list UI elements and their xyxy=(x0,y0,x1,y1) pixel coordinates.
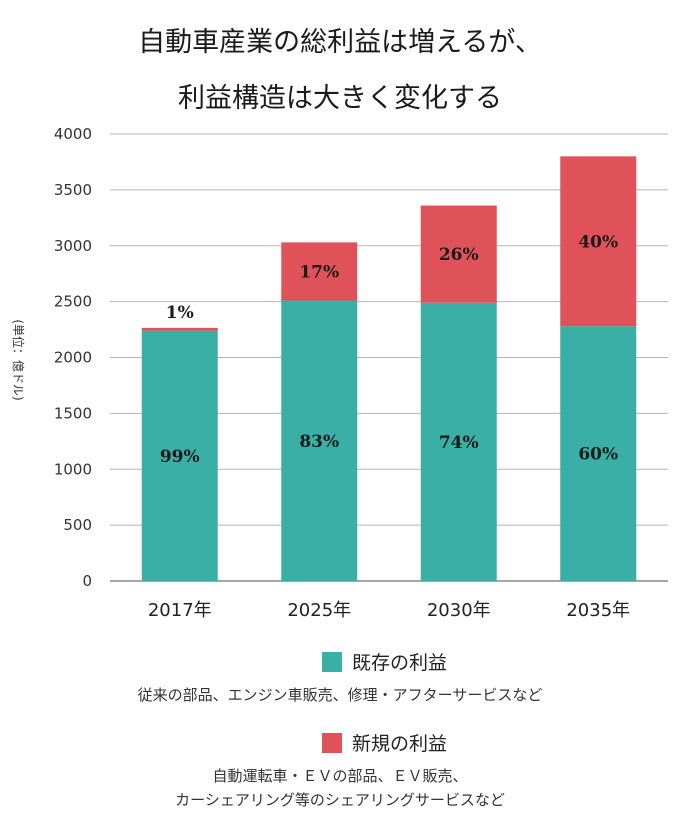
y-tick-label: 3500 xyxy=(54,181,92,199)
legend-desc-new-1: 自動運転車・ＥＶの部品、ＥＶ販売、 xyxy=(212,767,468,785)
y-axis-label: (単位：億ドル) xyxy=(11,319,26,400)
y-tick-label: 500 xyxy=(63,516,92,534)
y-tick-label: 4000 xyxy=(54,125,92,143)
data-label: 40% xyxy=(578,232,618,252)
y-tick-label: 1500 xyxy=(54,404,92,422)
bar-new xyxy=(141,327,218,331)
bars xyxy=(141,156,637,581)
bar-new xyxy=(420,205,497,303)
data-label: 74% xyxy=(439,433,479,453)
y-tick-labels: 0 500 1000 1500 2000 2500 3000 3500 4000 xyxy=(54,125,92,590)
y-tick-label: 2000 xyxy=(54,349,92,367)
y-tick-label: 3000 xyxy=(54,237,92,255)
x-tick-label: 2035年 xyxy=(566,600,630,621)
y-tick-label: 0 xyxy=(82,572,92,590)
bar-existing xyxy=(420,302,497,581)
legend-desc-new-2: カーシェアリング等のシェアリングサービスなど xyxy=(175,791,505,809)
chart-title-line-1: 自動車産業の総利益は増えるが、 xyxy=(138,27,542,58)
x-tick-label: 2017年 xyxy=(148,600,212,621)
bar-new xyxy=(281,242,358,301)
data-label: 60% xyxy=(578,445,618,465)
bar-new xyxy=(560,156,637,327)
x-tick-label: 2030年 xyxy=(427,600,491,621)
legend-swatch-new xyxy=(322,732,342,753)
data-label: 83% xyxy=(299,432,339,452)
bar-existing xyxy=(141,330,218,581)
data-label: 99% xyxy=(160,447,200,467)
stacked-bar-chart: 0 500 1000 1500 2000 2500 3000 3500 4000 99% 1% 83… xyxy=(11,125,668,621)
y-tick-label: 2500 xyxy=(54,293,92,311)
legend-item-new: 新規の利益 xyxy=(322,729,447,756)
data-label: 26% xyxy=(439,245,479,265)
legend-desc-existing: 従来の部品、エンジン車販売、修理・アフターサービスなど xyxy=(137,686,543,704)
data-label: 1% xyxy=(166,303,194,323)
legend-item-existing: 既存の利益 xyxy=(322,648,447,675)
chart-title-line-2: 利益構造は大きく変化する xyxy=(178,83,502,114)
legend-label-existing: 既存の利益 xyxy=(352,652,448,674)
data-labels: 99% 1% 83% 17% 74% 26% 60% 40% xyxy=(160,232,618,467)
bar-existing xyxy=(281,300,358,581)
x-tick-labels: 2017年 2025年 2030年 2035年 xyxy=(148,600,630,621)
bar-existing xyxy=(560,326,637,581)
y-tick-label: 1000 xyxy=(54,460,92,478)
legend-swatch-existing xyxy=(322,651,342,672)
x-tick-label: 2025年 xyxy=(287,600,351,621)
data-label: 17% xyxy=(299,262,339,282)
legend-label-new: 新規の利益 xyxy=(352,733,448,755)
